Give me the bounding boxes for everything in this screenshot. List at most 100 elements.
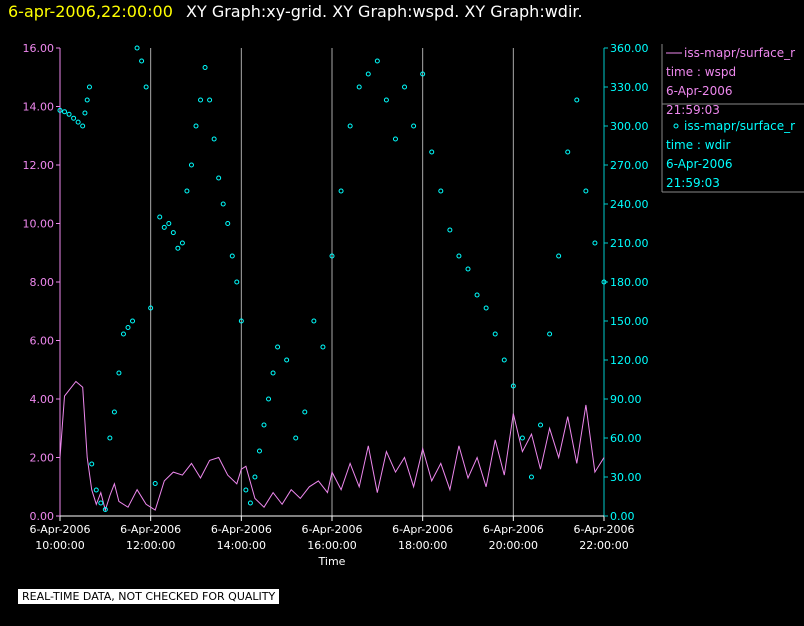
graph-title: 6-apr-2006,22:00:00 XY Graph:xy-grid. XY…	[8, 2, 583, 21]
data-point-wdir	[474, 292, 480, 298]
data-point-wdir	[243, 487, 249, 493]
data-point-wdir	[179, 240, 185, 246]
data-point-wdir	[211, 136, 217, 142]
y-left-tick-label: 2.00	[30, 452, 55, 465]
x-tick-time: 18:00:00	[398, 539, 447, 552]
data-point-wdir	[429, 149, 435, 155]
legend-date: 6-Apr-2006	[666, 84, 733, 98]
x-tick-time: 12:00:00	[126, 539, 175, 552]
x-tick-date: 6-Apr-2006	[211, 523, 272, 536]
data-point-wdir	[311, 318, 317, 324]
y-left-tick-label: 8.00	[30, 276, 55, 289]
data-point-wdir	[166, 221, 172, 226]
data-point-wdir	[592, 240, 598, 246]
data-point-wdir	[528, 474, 534, 480]
x-tick-time: 20:00:00	[489, 539, 538, 552]
data-point-wdir	[207, 97, 213, 103]
x-tick-time: 16:00:00	[307, 539, 356, 552]
data-point-wdir	[261, 422, 267, 428]
data-point-wdir	[270, 370, 276, 376]
data-point-wdir	[574, 97, 580, 103]
data-point-wdir	[80, 123, 86, 129]
data-point-wdir	[82, 110, 88, 116]
data-point-wdir	[356, 84, 362, 90]
y-left-tick-label: 16.00	[23, 42, 55, 55]
data-point-wdir	[98, 500, 104, 506]
data-point-wdir	[234, 279, 240, 285]
data-point-wdir	[583, 188, 589, 194]
legend-time: 21:59:03	[666, 176, 720, 190]
x-axis-label: Time	[318, 555, 346, 568]
data-point-wdir	[102, 507, 108, 512]
y-right-tick-label: 150.00	[610, 315, 649, 328]
data-point-wdir	[266, 396, 272, 402]
data-point-wdir	[256, 448, 262, 454]
data-point-wdir	[411, 123, 417, 129]
data-point-wdir	[216, 175, 222, 181]
data-point-wdir	[202, 65, 208, 70]
data-point-wdir	[601, 279, 607, 285]
data-point-wdir	[143, 84, 149, 90]
legend-time: 21:59:03	[666, 103, 720, 117]
legend-time-label: time : wdir	[666, 138, 731, 152]
y-right-tick-label: 360.00	[610, 42, 649, 55]
data-point-wdir	[220, 201, 226, 207]
y-left-tick-label: 10.00	[23, 218, 55, 231]
legend-circle-symbol	[673, 123, 679, 129]
x-tick-date: 6-Apr-2006	[483, 523, 544, 536]
data-point-wdir	[302, 409, 308, 415]
series-line-wspd	[59, 380, 605, 512]
data-point-wdir	[320, 344, 326, 350]
x-tick-date: 6-Apr-2006	[29, 523, 90, 536]
y-right-tick-label: 210.00	[610, 237, 649, 250]
x-tick-time: 22:00:00	[579, 539, 628, 552]
data-point-wdir	[365, 71, 371, 77]
y-right-tick-label: 0.00	[610, 510, 635, 523]
data-point-wdir	[161, 224, 167, 230]
data-point-wdir	[556, 253, 562, 259]
y-left-tick-label: 6.00	[30, 335, 55, 348]
x-tick-date: 6-Apr-2006	[301, 523, 362, 536]
x-tick-date: 6-Apr-2006	[392, 523, 453, 536]
data-point-wdir	[111, 409, 117, 415]
data-point-wdir	[86, 84, 92, 90]
y-left-tick-label: 4.00	[30, 393, 55, 406]
data-point-wdir	[547, 331, 553, 337]
data-point-wdir	[519, 435, 525, 441]
data-point-wdir	[238, 318, 244, 324]
data-point-wdir	[338, 188, 344, 194]
data-point-wdir	[152, 481, 158, 486]
data-point-wdir	[89, 461, 95, 467]
data-point-wdir	[198, 97, 204, 103]
data-point-wdir	[329, 253, 335, 259]
title-graph-list: XY Graph:xy-grid. XY Graph:wspd. XY Grap…	[186, 2, 583, 21]
data-point-wdir	[157, 214, 163, 220]
data-point-wdir	[134, 45, 140, 51]
y-left-tick-label: 0.00	[30, 510, 55, 523]
data-point-wdir	[483, 305, 489, 311]
data-point-wdir	[62, 109, 68, 115]
data-point-wdir	[130, 318, 136, 324]
data-point-wdir	[139, 58, 145, 64]
data-point-wdir	[538, 422, 544, 428]
y-right-tick-label: 240.00	[610, 198, 649, 211]
x-tick-time: 14:00:00	[217, 539, 266, 552]
data-point-wdir	[284, 357, 290, 363]
legend-series-name: iss-mapr/surface_r	[684, 46, 795, 60]
y-left-tick-label: 14.00	[23, 101, 55, 114]
data-point-wdir	[116, 370, 122, 376]
title-datetime: 6-apr-2006,22:00:00	[8, 2, 173, 21]
data-point-wdir	[347, 123, 353, 129]
y-right-tick-label: 120.00	[610, 354, 649, 367]
legend-series-name: iss-mapr/surface_r	[684, 119, 795, 133]
data-point-wdir	[374, 58, 380, 64]
y-right-tick-label: 60.00	[610, 432, 642, 445]
data-point-wdir	[71, 115, 77, 121]
data-point-wdir	[170, 230, 176, 236]
data-point-wdir	[175, 245, 181, 251]
data-point-wdir	[125, 325, 131, 330]
data-point-wdir	[501, 357, 507, 363]
data-point-wdir	[438, 188, 444, 194]
data-point-wdir	[84, 97, 90, 103]
